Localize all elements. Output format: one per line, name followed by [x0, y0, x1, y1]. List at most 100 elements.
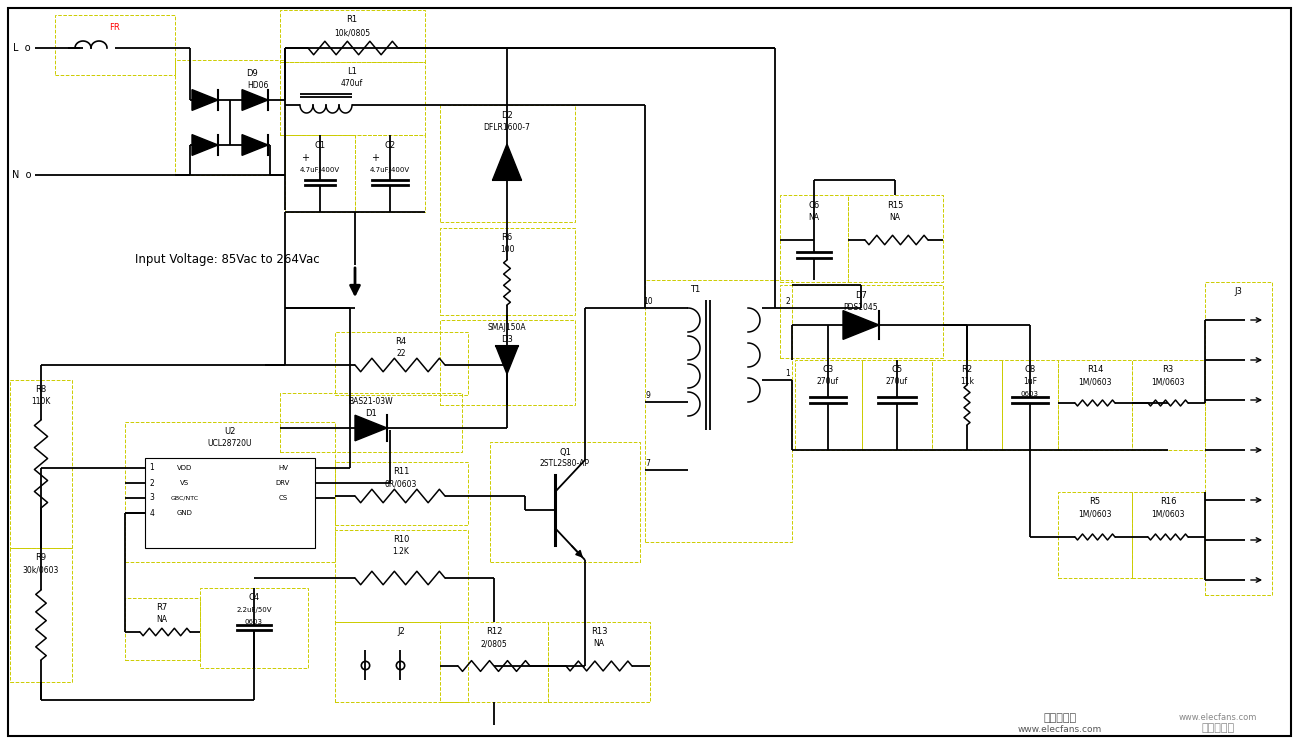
Text: SMAJ150A: SMAJ150A [487, 324, 526, 333]
Text: 1M/0603: 1M/0603 [1078, 377, 1112, 386]
Bar [125, 598, 200, 660]
Text: +: + [301, 153, 309, 163]
Bar [200, 588, 308, 668]
Bar [281, 393, 462, 452]
Text: R13: R13 [591, 627, 607, 637]
Text: 9: 9 [646, 391, 651, 400]
Text: www.elecfans.com: www.elecfans.com [1018, 725, 1102, 734]
Text: HD06: HD06 [247, 80, 269, 89]
Text: 4.7uF/400V: 4.7uF/400V [300, 167, 340, 173]
Text: 110K: 110K [31, 397, 51, 406]
Text: 2.2uF/50V: 2.2uF/50V [236, 607, 271, 613]
Text: 3: 3 [149, 493, 155, 502]
Polygon shape [192, 135, 218, 155]
Text: 30k/0603: 30k/0603 [23, 565, 60, 574]
Text: R3: R3 [1163, 365, 1173, 374]
Polygon shape [355, 415, 387, 440]
Bar [335, 622, 468, 702]
Text: UCL28720U: UCL28720U [208, 440, 252, 449]
Text: NA: NA [808, 213, 820, 222]
Text: 10: 10 [643, 298, 653, 307]
Text: Q1: Q1 [559, 447, 572, 457]
Bar [1131, 492, 1205, 578]
Bar [175, 60, 284, 175]
Text: R2: R2 [961, 365, 973, 374]
Bar [335, 530, 468, 622]
Text: GBC/NTC: GBC/NTC [171, 496, 199, 501]
Bar [795, 360, 863, 450]
Text: 270uf: 270uf [817, 377, 839, 386]
Text: HV: HV [278, 465, 288, 471]
Bar [440, 320, 575, 405]
Bar [440, 105, 575, 222]
Text: C6: C6 [808, 200, 820, 210]
Text: NA: NA [594, 640, 604, 649]
Text: 470uf: 470uf [340, 80, 364, 89]
Text: U2: U2 [225, 428, 235, 437]
Bar [55, 15, 175, 75]
Polygon shape [492, 144, 521, 180]
Bar [335, 332, 468, 395]
Text: 2: 2 [786, 298, 790, 307]
Text: 1.2K: 1.2K [392, 548, 409, 557]
Text: 电子发烧友: 电子发烧友 [1202, 723, 1234, 733]
Text: DFLR1600-7: DFLR1600-7 [483, 123, 530, 132]
Text: 270uf: 270uf [886, 377, 908, 386]
Text: 1: 1 [149, 464, 155, 472]
Text: L1: L1 [347, 68, 357, 77]
Text: R15: R15 [887, 200, 903, 210]
Text: 1M/0603: 1M/0603 [1151, 510, 1185, 519]
Bar [1131, 360, 1205, 450]
Text: R14: R14 [1087, 365, 1103, 374]
Bar [10, 548, 71, 682]
Text: D2: D2 [501, 111, 513, 120]
Polygon shape [192, 89, 218, 110]
Text: 10k/0805: 10k/0805 [334, 28, 370, 37]
Text: D1: D1 [365, 409, 377, 418]
Text: D7: D7 [855, 290, 866, 300]
Bar [10, 380, 71, 548]
Text: 0R/0603: 0R/0603 [385, 479, 417, 489]
Bar [1205, 282, 1272, 595]
Text: NA: NA [890, 213, 900, 222]
Text: 0603: 0603 [246, 619, 262, 625]
Bar [281, 10, 425, 62]
Bar [355, 135, 425, 212]
Bar [548, 622, 650, 702]
Text: C1: C1 [314, 141, 326, 150]
Bar [779, 285, 943, 358]
Text: 22: 22 [396, 350, 405, 359]
Bar [145, 458, 314, 548]
Bar [863, 360, 931, 450]
Text: J2: J2 [397, 627, 405, 637]
Text: C4: C4 [248, 594, 260, 603]
Bar [1002, 360, 1057, 450]
Text: D3: D3 [501, 336, 513, 344]
Text: R16: R16 [1160, 498, 1177, 507]
Text: D9: D9 [246, 68, 259, 77]
Text: 2/0805: 2/0805 [481, 640, 508, 649]
Text: NA: NA [156, 615, 168, 624]
Text: C8: C8 [1025, 365, 1035, 374]
Text: VS: VS [181, 480, 190, 486]
Text: R7: R7 [156, 603, 168, 612]
Bar [779, 195, 848, 282]
Text: 4.7uF/400V: 4.7uF/400V [370, 167, 410, 173]
Text: CS: CS [278, 495, 287, 501]
Text: 1M/0603: 1M/0603 [1078, 510, 1112, 519]
Bar [490, 442, 640, 562]
Text: 11k: 11k [960, 377, 974, 386]
Text: VDD: VDD [178, 465, 192, 471]
Text: C2: C2 [385, 141, 396, 150]
Text: BAS21-03W: BAS21-03W [348, 397, 394, 406]
Text: FR: FR [109, 24, 121, 33]
Text: 2: 2 [149, 478, 155, 487]
Text: www.elecfans.com: www.elecfans.com [1178, 713, 1257, 722]
Text: R5: R5 [1090, 498, 1100, 507]
Polygon shape [242, 89, 268, 110]
Polygon shape [242, 135, 268, 155]
Text: R12: R12 [486, 627, 503, 637]
Text: J3: J3 [1234, 287, 1242, 297]
Text: R4: R4 [395, 338, 407, 347]
Polygon shape [496, 346, 518, 374]
